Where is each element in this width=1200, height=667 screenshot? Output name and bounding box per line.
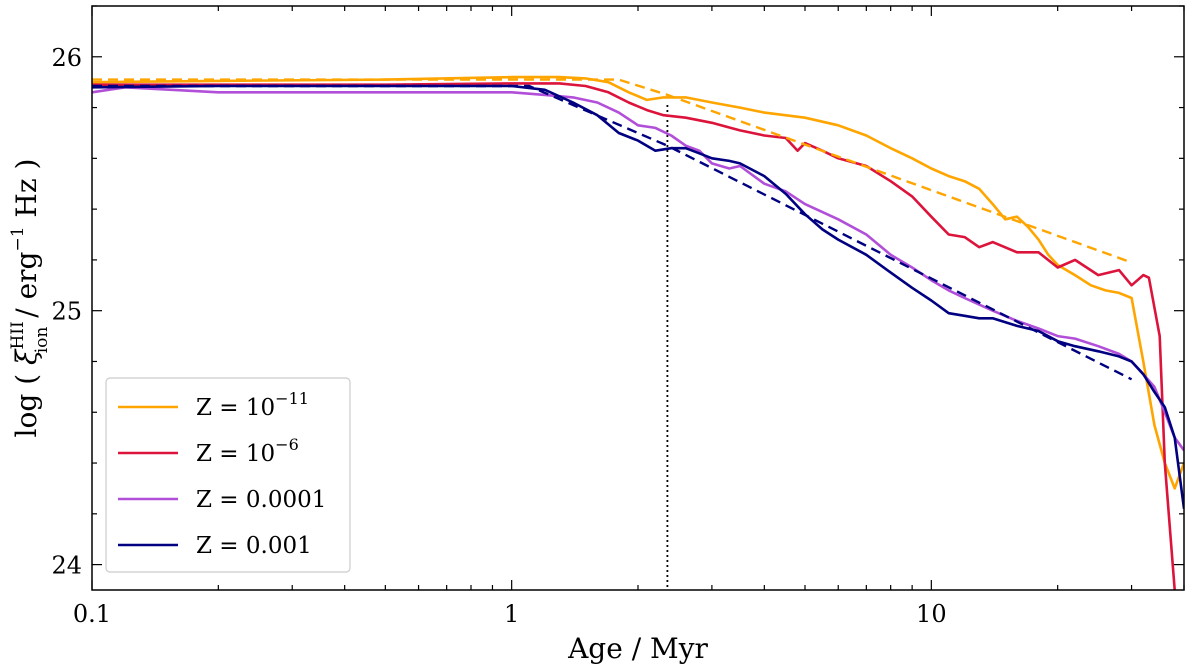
series-line-z1e-11 [92,75,1184,490]
legend-label-exp: −11 [275,389,309,408]
y-axis-label: log ( ξHII ion / erg−1 Hz ) [8,159,52,438]
y-tick-label: 25 [51,298,82,326]
legend-entry-z0.0001: Z = 0.0001 [118,487,326,513]
legend-label-z0.001: Z = 0.001 [196,533,312,559]
legend-entry-z1e-11: Z = 10−11 [118,389,309,421]
legend: Z = 10−11 Z = 10−6 Z = 0.0001 Z = 0.001 [105,377,351,573]
y-axis-label-mid: / erg [10,251,43,326]
y-axis-label-suffix: Hz ) [10,159,43,227]
legend-entry-z0.001: Z = 0.001 [118,533,312,559]
legend-label-base: Z = 10 [196,395,275,421]
fit-line-fit-z1e-11 [92,78,1133,264]
y-tick-label: 26 [51,44,82,72]
legend-entry-z1e-6: Z = 10−6 [118,435,299,467]
x-axis-label: Age / Myr [567,632,708,665]
y-axis-label-sup: HII [8,321,28,349]
x-tick-label: 1 [504,600,519,628]
legend-label-z0.0001: Z = 0.0001 [196,487,326,513]
series-line-z0.0001 [92,86,1184,452]
legend-box [105,377,351,573]
y-tick-label: 24 [51,552,82,580]
fit-line-fit-z0.001 [92,84,1133,381]
x-tick-label: 0.1 [73,600,111,628]
x-tick-label: 10 [916,600,947,628]
legend-label-base: Z = 10 [196,441,275,467]
legend-label-z1e-6: Z = 10−6 [196,435,299,467]
legend-label-exp: −6 [275,435,299,454]
y-axis-label-exp: −1 [8,226,28,251]
series-line-z0.001 [92,84,1184,509]
y-axis-label-xi: ξ [10,348,43,365]
y-axis-label-sub: ion [32,327,52,354]
y-axis-label-prefix: log ( [10,365,43,437]
legend-label-z1e-11: Z = 10−11 [196,389,309,421]
